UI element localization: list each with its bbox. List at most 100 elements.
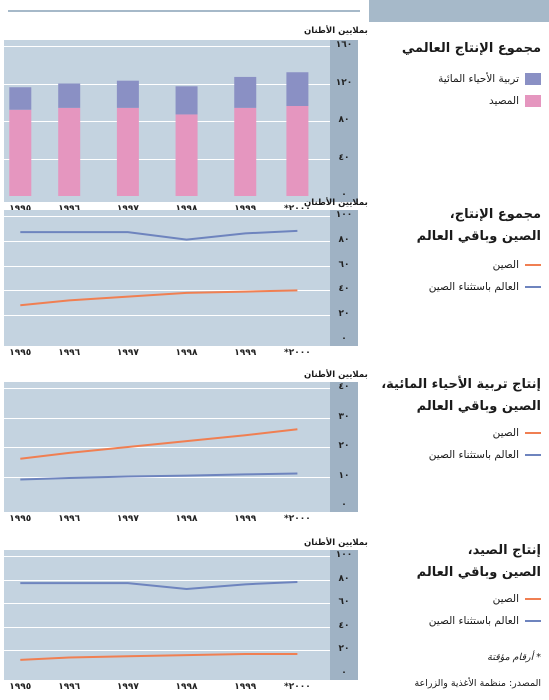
- legend-item-capture: المصيد: [361, 90, 541, 112]
- swatch-capture: [525, 95, 541, 107]
- y-tick-label: ١٠: [338, 470, 350, 481]
- gridline: [4, 315, 330, 317]
- plot-area: [4, 550, 330, 680]
- legend-3: الصين العالم باستثناء الصين: [361, 422, 541, 466]
- legend-label: العالم باستثناء الصين: [428, 281, 519, 293]
- bar-capture: [234, 107, 257, 196]
- x-tick-label: *٢٠٠٠: [284, 204, 311, 214]
- chart-marks: [20, 428, 298, 481]
- y-tick-label: ١٠٠: [335, 550, 353, 560]
- bar-capture: [58, 107, 81, 196]
- legend-label: تربية الأحياء المائية: [438, 73, 519, 85]
- x-tick-label: ١٩٩٧: [116, 682, 139, 692]
- legend-label: العالم باستثناء الصين: [428, 449, 519, 461]
- gridline: [4, 650, 330, 652]
- x-tick-label: ١٩٩٥: [9, 682, 32, 692]
- legend-item-world: العالم باستثناء الصين: [361, 444, 541, 466]
- line-china: [20, 428, 298, 460]
- bar-aquaculture: [234, 76, 257, 108]
- y-tick-label: ١٢٠: [335, 77, 353, 88]
- chart-title-4: إنتاج الصيد، الصين وباقي العالم: [361, 540, 541, 584]
- source-note: المصدر: منظمة الأغذية والزراعة: [414, 678, 541, 689]
- line-china: [20, 652, 298, 661]
- x-axis: ١٩٩٥ ١٩٩٦ ١٩٩٧ ١٩٩٨ ١٩٩٩ *٢٠٠٠: [4, 682, 330, 696]
- title-line: إنتاج الصيد،: [467, 543, 541, 558]
- title-line: الصين وباقي العالم: [416, 565, 541, 580]
- x-tick-label: ١٩٩٩: [234, 682, 257, 692]
- y-tick-label: ٨٠: [338, 573, 350, 584]
- unit-label: بملايين الأطنان: [304, 198, 368, 208]
- bar-aquaculture: [286, 72, 309, 106]
- legend-label: الصين: [492, 427, 519, 439]
- y-tick-label: ٠: [341, 190, 347, 200]
- x-tick-label: *٢٠٠٠: [284, 348, 311, 358]
- x-tick-label: ١٩٩٩: [234, 348, 257, 358]
- bar-aquaculture: [116, 80, 139, 108]
- gridline: [4, 603, 330, 605]
- y-tick-label: ١٠٠: [335, 210, 353, 220]
- bar-capture: [116, 107, 139, 196]
- chart-marks: [20, 580, 298, 661]
- gridline: [4, 121, 330, 122]
- y-tick-label: ٤٠: [338, 284, 350, 295]
- bar-aquaculture: [9, 87, 32, 110]
- title-line: الصين وباقي العالم: [416, 229, 541, 244]
- y-tick-label: ٢٠: [338, 309, 350, 320]
- legend-label: الصين: [492, 259, 519, 271]
- x-axis: ١٩٩٥ ١٩٩٦ ١٩٩٧ ١٩٩٨ ١٩٩٩ *٢٠٠٠: [4, 348, 330, 362]
- y-tick-label: ٢٠: [338, 644, 350, 655]
- x-tick-label: ١٩٩٥: [9, 348, 32, 358]
- y-axis: ٠ ٢٠ ٤٠ ٦٠ ٨٠ ١٠٠: [330, 210, 358, 346]
- x-tick-label: *٢٠٠٠: [284, 514, 311, 524]
- swatch-world: [525, 286, 541, 288]
- legend-1: تربية الأحياء المائية المصيد: [361, 68, 541, 112]
- unit-label: بملايين الأطنان: [304, 370, 368, 380]
- bar-capture: [175, 114, 198, 196]
- swatch-china: [525, 264, 541, 266]
- legend-item-china: الصين: [361, 254, 541, 276]
- y-axis: ٠ ١٠ ٢٠ ٣٠ ٤٠: [330, 382, 358, 512]
- line-world: [20, 229, 298, 241]
- chart-panel-total-production: بملايين الأطنان ٠ ٤٠ ٨٠ ١٢٠ ١٦٠ ١٩٩٥ ١٩٩٦ ١٩٩٧ ١٩…: [4, 26, 368, 218]
- x-tick-label: ١٩٩٦: [58, 204, 81, 214]
- y-tick-label: ٦٠: [338, 597, 350, 608]
- y-tick-label: ٦٠: [338, 259, 350, 270]
- y-tick-label: ٠: [341, 500, 347, 510]
- swatch-china: [525, 598, 541, 600]
- y-tick-label: ٤٠: [338, 152, 350, 163]
- x-tick-label: ١٩٩٧: [116, 348, 139, 358]
- x-axis: ١٩٩٥ ١٩٩٦ ١٩٩٧ ١٩٩٨ ١٩٩٩ *٢٠٠٠: [4, 514, 330, 528]
- gridline: [4, 417, 330, 419]
- title-line: إنتاج تربية الأحياء المائية،: [381, 377, 541, 392]
- swatch-china: [525, 432, 541, 434]
- x-tick-label: ١٩٩٥: [9, 514, 32, 524]
- plot-area: [4, 210, 330, 346]
- x-tick-label: ١٩٩٧: [116, 204, 139, 214]
- x-tick-label: ١٩٩٨: [175, 514, 198, 524]
- chart-marks: [20, 229, 298, 307]
- x-tick-label: ١٩٩٦: [58, 348, 81, 358]
- x-tick-label: ١٩٩٨: [175, 204, 198, 214]
- gridline: [4, 265, 330, 267]
- legend-4: الصين العالم باستثناء الصين: [361, 588, 541, 632]
- gridline: [4, 158, 330, 160]
- legend-2: الصين العالم باستثناء الصين: [361, 254, 541, 298]
- x-tick-label: ١٩٩٦: [58, 682, 81, 692]
- gridline: [4, 83, 330, 85]
- gridline: [4, 447, 330, 448]
- legend-label: الصين: [492, 593, 519, 605]
- y-tick-label: ٨٠: [338, 234, 350, 245]
- gridline: [4, 216, 330, 217]
- legend-item-aquaculture: تربية الأحياء المائية: [361, 68, 541, 90]
- plot-area: [4, 382, 330, 512]
- gridline: [4, 476, 330, 478]
- unit-label: بملايين الأطنان: [304, 26, 368, 36]
- y-tick-label: ٢٠: [338, 441, 350, 451]
- x-tick-label: ١٩٩٧: [116, 514, 139, 524]
- y-axis: ٠ ٢٠ ٤٠ ٦٠ ٨٠ ١٠٠: [330, 550, 358, 680]
- title-line: مجموع الإنتاج،: [449, 207, 541, 222]
- chart-title-3: إنتاج تربية الأحياء المائية، الصين وباقي…: [361, 374, 541, 418]
- bar-capture: [9, 109, 32, 196]
- chart-panel-total-china-world: بملايين الأطنان ٠ ٢٠ ٤٠ ٦٠ ٨٠ ١٠٠ ١٩٩٥ ١٩٩٦ ١٩٩٧ ١…: [4, 198, 368, 362]
- chart-panel-aquaculture-china-world: بملايين الأطنان ٠ ١٠ ٢٠ ٣٠ ٤٠ ١٩٩٥ ١٩٩٦ ١٩٩٧ ١٩٩٨…: [4, 370, 368, 528]
